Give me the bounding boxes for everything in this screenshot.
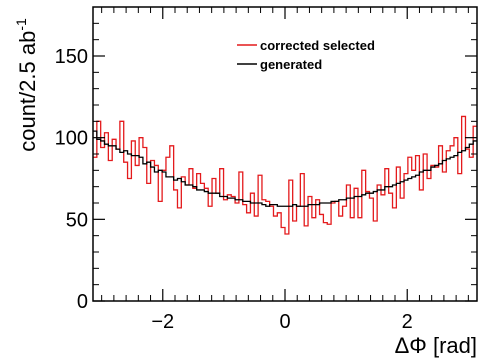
- legend: corrected selected generated: [237, 38, 375, 72]
- series-layer: [93, 115, 477, 235]
- y-axis-title-superscript: -1: [13, 18, 29, 31]
- tick-labels-layer: −2 0 2 0 50 100 150: [55, 46, 413, 333]
- y-tick-label: 0: [77, 291, 88, 313]
- y-axis-title-main: count/2.5 ab: [15, 31, 40, 152]
- y-axis-title: count/2.5 ab-1: [13, 18, 40, 152]
- legend-label-corrected-selected: corrected selected: [260, 38, 375, 53]
- x-axis-title: ΔΦ [rad]: [395, 333, 477, 358]
- legend-label-generated: generated: [260, 57, 322, 72]
- x-tick-label: 2: [402, 311, 413, 333]
- x-tick-label: 0: [279, 311, 290, 333]
- y-tick-label: 50: [66, 209, 88, 231]
- ticks-layer: [93, 7, 477, 302]
- series-generated-line: [93, 130, 477, 207]
- y-tick-label: 100: [55, 128, 88, 150]
- y-tick-label: 150: [55, 46, 88, 68]
- x-tick-label: −2: [151, 311, 174, 333]
